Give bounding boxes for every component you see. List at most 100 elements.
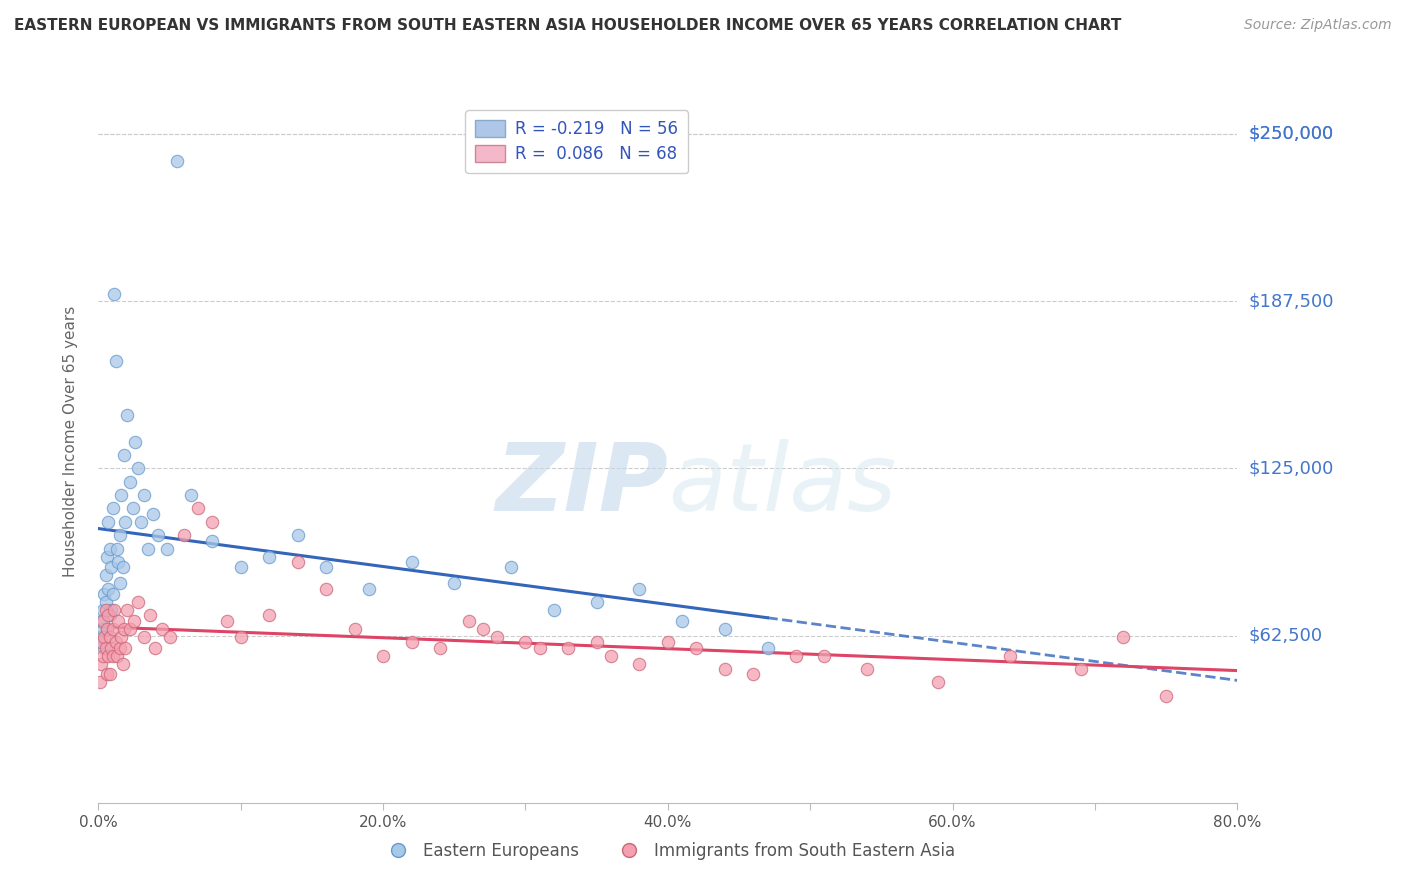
Point [93,587,115,601]
Point [1112,630,1135,644]
Text: $187,500: $187,500 [1249,292,1334,310]
Point [557,640,579,655]
Point [98,630,121,644]
Point [401,555,423,569]
Point [101,622,124,636]
Point [97,515,120,529]
Point [259,549,281,564]
Point [100,640,122,655]
Text: $125,000: $125,000 [1249,459,1334,477]
Point [1070,662,1092,676]
Point [585,635,607,649]
Point [671,614,693,628]
Point [98,667,121,681]
Point [486,630,509,644]
Point [457,614,479,628]
Point [343,622,366,636]
Point [100,603,122,617]
Point [856,662,879,676]
Point [287,528,309,542]
Point [98,608,121,623]
Point [132,630,155,644]
Point [159,630,181,644]
Point [94,595,117,609]
Point [756,640,779,655]
Point [96,667,118,681]
Point [108,576,131,591]
Point [685,640,707,655]
Point [114,640,136,655]
Text: $250,000: $250,000 [1249,125,1334,143]
Point [91,614,114,628]
Point [105,648,128,663]
Point [315,582,337,596]
Point [152,622,174,636]
Point [89,630,111,644]
Point [429,640,451,655]
Point [100,560,122,574]
Point [91,622,114,636]
Point [89,675,111,690]
Point [927,675,949,690]
Point [657,635,679,649]
Point [585,595,607,609]
Point [201,515,224,529]
Point [93,630,115,644]
Text: atlas: atlas [668,440,896,531]
Point [628,582,651,596]
Point [105,541,128,556]
Point [103,603,125,617]
Point [90,635,112,649]
Point [97,608,120,623]
Point [785,648,807,663]
Point [543,603,565,617]
Point [121,501,143,516]
Point [127,461,149,475]
Point [108,528,131,542]
Point [166,153,188,168]
Point [112,622,135,636]
Point [90,614,112,628]
Point [401,635,423,649]
Point [148,528,170,542]
Point [357,582,380,596]
Point [145,640,167,655]
Point [118,475,141,489]
Legend: Eastern Europeans, Immigrants from South Eastern Asia: Eastern Europeans, Immigrants from South… [374,836,962,867]
Point [104,354,127,368]
Point [515,635,537,649]
Point [187,501,209,516]
Point [111,657,134,671]
Point [173,528,195,542]
Point [215,614,238,628]
Point [94,640,117,655]
Point [111,560,134,574]
Point [156,541,179,556]
Point [600,648,623,663]
Point [229,630,252,644]
Point [90,657,112,671]
Point [501,560,523,574]
Text: EASTERN EUROPEAN VS IMMIGRANTS FROM SOUTH EASTERN ASIA HOUSEHOLDER INCOME OVER 6: EASTERN EUROPEAN VS IMMIGRANTS FROM SOUT… [14,18,1122,33]
Point [138,608,160,623]
Point [201,533,224,548]
Point [315,560,337,574]
Point [112,448,135,462]
Point [471,622,494,636]
Y-axis label: Householder Income Over 65 years: Householder Income Over 65 years [63,306,77,577]
Point [97,582,120,596]
Text: ZIP: ZIP [495,439,668,531]
Point [742,667,765,681]
Point [122,614,145,628]
Point [98,541,121,556]
Point [529,640,551,655]
Point [998,648,1021,663]
Point [714,662,737,676]
Point [127,595,149,609]
Point [96,622,118,636]
Point [373,648,395,663]
Point [136,541,159,556]
Point [101,648,124,663]
Point [180,488,202,502]
Point [104,635,127,649]
